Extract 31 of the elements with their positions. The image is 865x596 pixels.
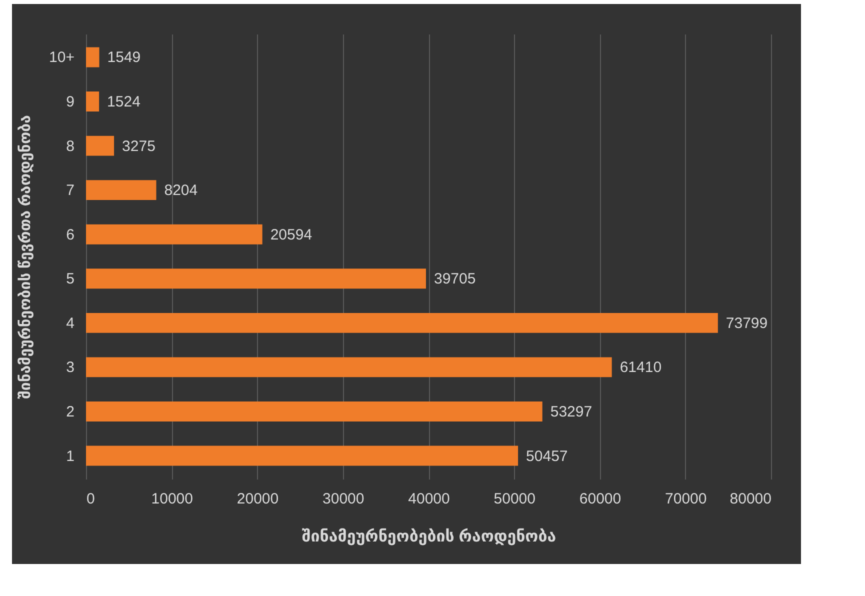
x-tick-label: 50000 xyxy=(494,490,536,508)
y-tick-label: 10+ xyxy=(49,49,75,66)
y-tick-label: 7 xyxy=(66,182,74,200)
data-label: 8204 xyxy=(164,182,198,200)
y-tick-label: 9 xyxy=(66,94,74,111)
data-label: 3275 xyxy=(122,138,156,155)
x-tick-label: 70000 xyxy=(665,490,707,508)
y-tick-label: 3 xyxy=(66,359,74,376)
data-label: 1549 xyxy=(107,49,141,66)
y-tick-label: 1 xyxy=(66,448,74,465)
x-tick-label: 80000 xyxy=(730,490,772,508)
data-label: 53297 xyxy=(550,403,592,420)
x-tick-label: 20000 xyxy=(236,490,279,508)
y-tick-label: 4 xyxy=(66,314,74,332)
data-label: 73799 xyxy=(726,314,768,332)
x-tick-label: 0 xyxy=(86,490,95,508)
x-tick-label: 10000 xyxy=(151,490,193,508)
x-tick-label: 60000 xyxy=(579,490,622,508)
x-tick-label: 40000 xyxy=(408,490,450,508)
y-axis-title: შინამეურნეობის წევრთა რაოდენობა xyxy=(17,115,34,399)
y-tick-label: 5 xyxy=(66,270,74,288)
data-label: 61410 xyxy=(620,359,662,376)
data-label: 1524 xyxy=(107,94,140,111)
data-label: 50457 xyxy=(526,448,568,465)
data-label: 20594 xyxy=(270,226,312,244)
x-axis-title: შინამეურნეობების რაოდენობა xyxy=(302,528,556,546)
x-tick-label: 30000 xyxy=(322,490,364,508)
data-label: 39705 xyxy=(434,270,476,288)
y-tick-label: 8 xyxy=(66,138,74,155)
y-tick-label: 2 xyxy=(66,403,74,420)
y-tick-label: 6 xyxy=(66,226,74,244)
